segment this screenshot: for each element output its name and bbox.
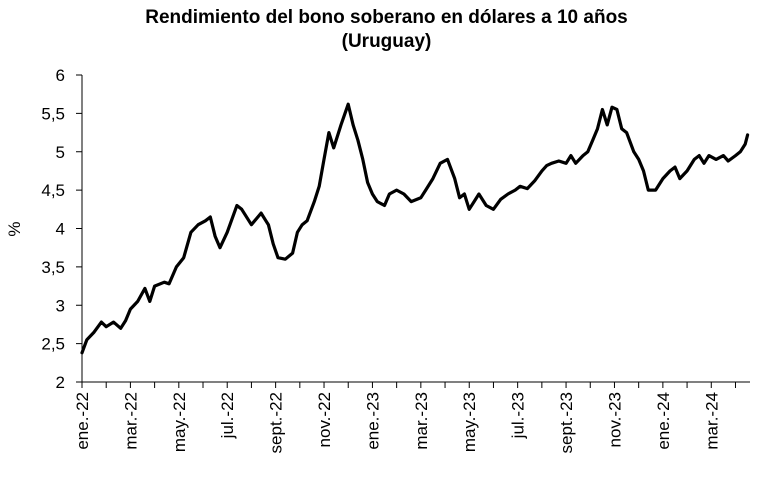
chart-title: Rendimiento del bono soberano en dólares… (0, 6, 773, 54)
y-tick-label: 6 (56, 66, 65, 85)
x-tick-label: ene.-22 (73, 392, 92, 450)
y-tick-label: 2 (56, 373, 65, 392)
x-tick-label: may.-22 (170, 392, 189, 452)
x-tick-label: ene.-23 (363, 392, 382, 450)
series-line (80, 102, 750, 355)
x-tick-label: sept.-23 (557, 392, 576, 453)
x-tick-label: mar.-24 (702, 392, 721, 450)
x-tick-label: mar.-22 (121, 392, 140, 450)
y-tick-label: 4 (56, 220, 65, 239)
y-axis: 2 2,5 3 3,5 4 4,5 5 5,5 6 (41, 66, 83, 392)
x-tick-label: jul.-23 (509, 392, 528, 439)
x-tick-label: nov.-23 (605, 392, 624, 447)
x-tick-label: nov.-22 (315, 392, 334, 447)
y-tick-label: 2,5 (41, 335, 65, 354)
y-tick-label: 4,5 (41, 181, 65, 200)
chart-title-line-2: (Uruguay) (341, 31, 432, 52)
series-group (80, 102, 750, 355)
y-tick-label: 5,5 (41, 104, 65, 123)
chart-title-line-1: Rendimiento del bono soberano en dólares… (145, 7, 628, 28)
y-axis-label: % (5, 221, 24, 236)
x-tick-label: ene.-24 (654, 392, 673, 450)
x-axis: ene.-22 mar.-22 may.-22 jul.-22 sept.-22 nov.… (73, 381, 750, 453)
x-tick-label: jul.-22 (218, 392, 237, 439)
y-tick-label: 3 (56, 296, 65, 315)
x-tick-label: mar.-23 (412, 392, 431, 450)
x-tick-label: sept.-22 (267, 392, 286, 453)
x-tick-label: may.-23 (460, 392, 479, 452)
y-tick-label: 3,5 (41, 258, 65, 277)
y-tick-label: 5 (56, 143, 65, 162)
